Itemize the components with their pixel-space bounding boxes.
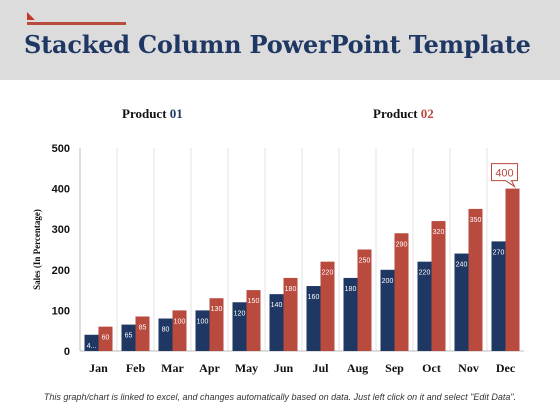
data-label-product-02: 250 bbox=[359, 258, 371, 265]
legend-product-01-number: 01 bbox=[169, 106, 183, 121]
data-label-product-01: 180 bbox=[345, 286, 357, 293]
y-tick-label: 100 bbox=[52, 305, 70, 317]
callout-label: 400 bbox=[495, 168, 513, 180]
bar-product-02 bbox=[431, 221, 446, 351]
bar-product-02 bbox=[246, 290, 261, 351]
data-label-product-01: 80 bbox=[162, 327, 170, 334]
legend-product-02: Product 02 bbox=[373, 106, 434, 122]
data-label-product-02: 60 bbox=[102, 335, 110, 342]
data-label-product-01: 4... bbox=[87, 343, 97, 350]
x-tick-label: Nov bbox=[458, 361, 479, 375]
footnote: This graph/chart is linked to excel, and… bbox=[43, 392, 517, 402]
bar-product-02 bbox=[505, 188, 520, 351]
y-tick-label: 400 bbox=[52, 184, 70, 196]
bar-product-02 bbox=[320, 261, 335, 351]
bar-product-01 bbox=[269, 294, 284, 351]
data-label-product-02: 350 bbox=[470, 217, 482, 224]
data-label-product-01: 220 bbox=[419, 270, 431, 277]
slide-title: Stacked Column PowerPoint Template bbox=[24, 30, 531, 59]
bar-product-02 bbox=[135, 316, 150, 351]
bar-product-02 bbox=[283, 277, 298, 351]
legend-product-02-number: 02 bbox=[420, 106, 434, 121]
data-label-product-02: 320 bbox=[433, 229, 445, 236]
x-tick-label: Mar bbox=[161, 361, 184, 375]
x-tick-label: Jan bbox=[89, 361, 108, 375]
header-band: Stacked Column PowerPoint Template bbox=[0, 0, 560, 80]
bar-product-02 bbox=[98, 326, 113, 351]
y-axis-title: Sales (In Percentage) bbox=[32, 209, 42, 290]
y-tick-label: 500 bbox=[52, 143, 70, 155]
y-tick-label: 200 bbox=[52, 265, 70, 277]
legend-product-01: Product 01 bbox=[122, 106, 183, 122]
x-tick-label: Feb bbox=[126, 361, 146, 375]
bar-product-02 bbox=[172, 310, 187, 351]
bar-product-02 bbox=[357, 249, 372, 351]
y-tick-label: 300 bbox=[52, 224, 70, 236]
data-label-product-02: 130 bbox=[211, 306, 223, 313]
x-tick-label: Apr bbox=[199, 361, 220, 375]
bar-product-01 bbox=[343, 277, 358, 351]
x-tick-label: Sep bbox=[385, 361, 404, 375]
bar-product-01 bbox=[454, 253, 469, 351]
data-label-product-02: 85 bbox=[139, 324, 147, 331]
data-label-product-02: 100 bbox=[174, 318, 186, 325]
bar-product-01 bbox=[417, 261, 432, 351]
bar-product-02 bbox=[209, 298, 224, 351]
data-label-product-02: 180 bbox=[285, 286, 297, 293]
data-label-product-01: 140 bbox=[271, 302, 283, 309]
bar-product-01 bbox=[158, 318, 173, 351]
bar-product-01 bbox=[380, 269, 395, 351]
y-tick-label: 0 bbox=[64, 346, 70, 358]
data-label-product-01: 240 bbox=[456, 262, 468, 269]
x-tick-label: Jun bbox=[274, 361, 294, 375]
x-tick-label: Jul bbox=[312, 361, 329, 375]
bar-product-02 bbox=[468, 208, 483, 351]
bar-product-01 bbox=[121, 324, 136, 351]
x-tick-label: Aug bbox=[347, 361, 368, 375]
x-tick-label: Oct bbox=[422, 361, 441, 375]
accent-triangle bbox=[27, 12, 35, 20]
data-label-product-01: 65 bbox=[125, 333, 133, 340]
data-label-product-02: 220 bbox=[322, 270, 334, 277]
x-tick-label: Dec bbox=[496, 361, 516, 375]
bar-product-01 bbox=[195, 310, 210, 351]
callout-box bbox=[491, 163, 518, 189]
data-label-product-01: 200 bbox=[382, 278, 394, 285]
data-label-product-01: 270 bbox=[493, 249, 505, 256]
bar-product-01 bbox=[306, 286, 321, 351]
x-tick-label: May bbox=[235, 361, 258, 375]
data-label-product-02: 150 bbox=[248, 298, 260, 305]
data-label-product-01: 100 bbox=[197, 318, 209, 325]
accent-line bbox=[27, 22, 126, 25]
data-label-product-01: 160 bbox=[308, 294, 320, 301]
bar-product-01 bbox=[232, 302, 247, 351]
bar-product-02 bbox=[394, 233, 409, 351]
data-label-product-01: 120 bbox=[234, 310, 246, 317]
legend-product-02-word: Product bbox=[373, 106, 418, 121]
bar-product-01 bbox=[84, 334, 99, 351]
legend-product-01-word: Product bbox=[122, 106, 167, 121]
bar-product-01 bbox=[491, 241, 506, 351]
data-label-product-02: 290 bbox=[396, 241, 408, 248]
